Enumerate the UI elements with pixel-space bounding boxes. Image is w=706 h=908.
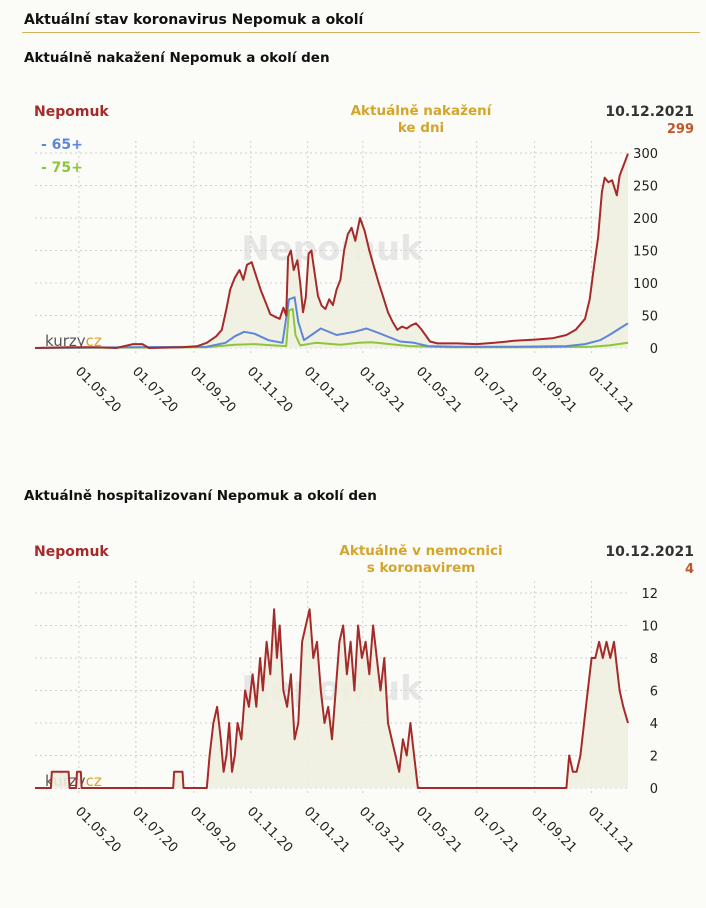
- y-tick-label: 8: [650, 652, 658, 667]
- x-tick-label: 01.07.21: [470, 804, 522, 856]
- chart-caption-line2: s koronavirem: [367, 560, 476, 576]
- brand-logo-suffix: cz: [86, 332, 102, 350]
- brand-logo: kurzycz: [45, 332, 102, 350]
- x-tick-label: 01.05.21: [413, 364, 465, 416]
- chart-caption-line2: ke dni: [398, 120, 444, 136]
- chart-date: 10.12.2021: [605, 104, 694, 120]
- x-tick-label: 01.01.21: [301, 364, 353, 416]
- x-tick-label: 01.07.20: [129, 804, 181, 856]
- chart1-wrapper: Nepomuk Aktuálně nakažení ke dni 10.12.2021…: [0, 95, 706, 439]
- brand-logo-suffix: cz: [86, 772, 102, 790]
- x-tick-label: 01.09.21: [528, 804, 580, 856]
- x-tick-label: 01.05.20: [72, 364, 124, 416]
- legend-65plus: - 65+: [41, 137, 83, 153]
- x-tick-label: 01.03.21: [356, 364, 408, 416]
- x-tick-label: 01.09.20: [187, 804, 239, 856]
- chart-caption-line1: Aktuálně nakažení: [351, 103, 493, 119]
- x-tick-label: 01.07.21: [470, 364, 522, 416]
- y-tick-label: 200: [633, 212, 658, 227]
- x-tick-label: 01.05.20: [72, 804, 124, 856]
- chart-location-label: Nepomuk: [34, 104, 109, 120]
- y-tick-label: 2: [650, 750, 658, 765]
- title-divider: [22, 32, 700, 33]
- chart-location-label: Nepomuk: [34, 544, 109, 560]
- x-tick-label: 01.09.20: [187, 364, 239, 416]
- chart-watermark: Nepomuk: [241, 229, 424, 269]
- x-tick-label: 01.11.20: [244, 364, 296, 416]
- y-tick-label: 10: [641, 620, 658, 635]
- y-tick-label: 100: [633, 277, 658, 292]
- chart2-section-title: Aktuálně hospitalizovaní Nepomuk a okolí…: [24, 488, 377, 504]
- x-tick-label: 01.07.20: [129, 364, 181, 416]
- x-tick-label: 01.01.21: [301, 804, 353, 856]
- chart-current-value: 4: [685, 562, 694, 577]
- x-tick-label: 01.11.20: [244, 804, 296, 856]
- chart-date: 10.12.2021: [605, 544, 694, 560]
- y-tick-label: 4: [650, 717, 658, 732]
- series-line-main: [35, 608, 629, 789]
- y-tick-label: 0: [650, 342, 658, 357]
- x-tick-label: 01.11.21: [585, 804, 637, 856]
- chart-current-value: 299: [667, 122, 694, 137]
- chart2-wrapper: Nepomuk Aktuálně v nemocnici s koronavirem…: [0, 535, 706, 879]
- series-line-main: [34, 153, 629, 349]
- y-tick-label: 300: [633, 147, 658, 162]
- y-tick-label: 50: [641, 310, 658, 325]
- series-area-fill: [35, 153, 628, 348]
- chart1-section-title: Aktuálně nakažení Nepomuk a okolí den: [24, 50, 330, 66]
- y-tick-label: 0: [650, 782, 658, 797]
- y-tick-label: 12: [641, 587, 658, 602]
- legend-75plus: - 75+: [41, 160, 83, 176]
- x-tick-label: 01.05.21: [413, 804, 465, 856]
- y-tick-label: 6: [650, 685, 658, 700]
- y-tick-label: 250: [633, 180, 658, 195]
- x-tick-label: 01.03.21: [356, 804, 408, 856]
- chart-caption-line1: Aktuálně v nemocnici: [339, 543, 502, 559]
- y-tick-label: 150: [633, 245, 658, 260]
- x-tick-label: 01.11.21: [585, 364, 637, 416]
- page-title: Aktuální stav koronavirus Nepomuk a okol…: [24, 12, 364, 28]
- series-line-65plus: [34, 296, 629, 349]
- x-tick-label: 01.09.21: [528, 364, 580, 416]
